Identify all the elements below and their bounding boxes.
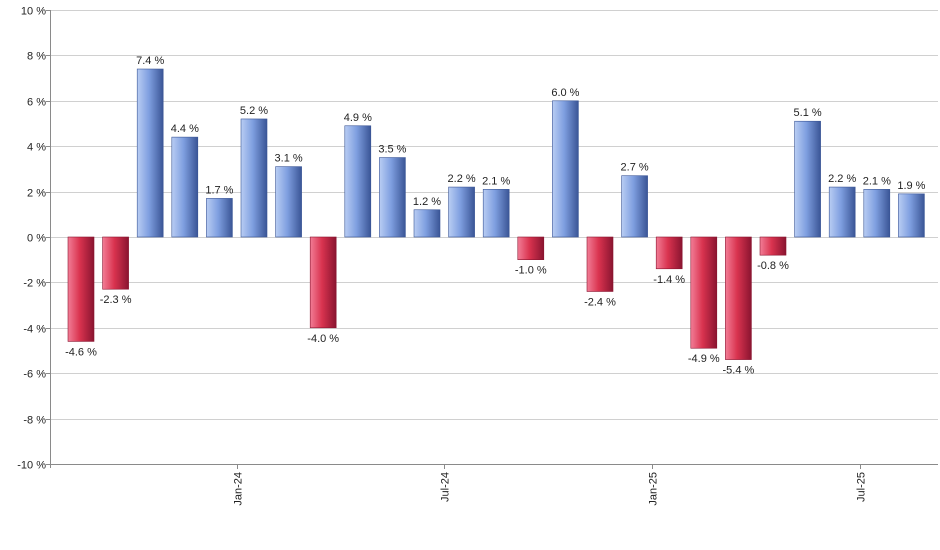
data-label: -1.0 %	[515, 265, 547, 277]
bar	[828, 186, 856, 238]
bar	[690, 236, 718, 349]
bar	[552, 100, 579, 238]
bar	[136, 68, 164, 238]
data-label: 2.1 %	[863, 175, 891, 187]
data-labels: -4.6 % -2.3 % 7.4 % 4.4 % 1.7 % 5.2 % 3.1 % -4.…	[65, 55, 926, 377]
x-tick-label: Jul-24	[440, 472, 452, 502]
bar	[655, 236, 683, 270]
data-label: 2.2 %	[828, 173, 856, 185]
x-tick-label: Jul-25	[856, 472, 868, 502]
data-label: -1.4 %	[653, 274, 685, 286]
y-axis-tick-labels: 10 % 8 % 6 % 4 % 2 % 0 % -2 % -4 % -6 % -8 % -10 %	[17, 6, 46, 472]
data-label: -2.3 %	[100, 294, 132, 306]
bar	[725, 236, 752, 360]
y-tick-label: 0 %	[27, 233, 46, 245]
bar	[171, 136, 199, 238]
y-tick-label: 2 %	[27, 188, 46, 200]
bar	[67, 236, 95, 342]
y-tick-label: 6 %	[27, 97, 46, 109]
x-tick-label: Jan-25	[648, 472, 660, 506]
x-tick-label: Jan-24	[233, 472, 245, 506]
data-label: 2.1 %	[482, 175, 510, 187]
bar	[759, 236, 787, 256]
data-label: 6.0 %	[551, 87, 579, 99]
y-tick-label: -2 %	[23, 278, 46, 290]
y-tick-label: 4 %	[27, 142, 46, 154]
y-tick-label: 8 %	[27, 51, 46, 63]
data-label: -4.9 %	[688, 353, 720, 365]
bar	[898, 193, 925, 238]
data-label: 1.7 %	[205, 184, 233, 196]
bar	[621, 175, 648, 238]
y-tick-label: -8 %	[23, 415, 46, 427]
bar	[344, 125, 372, 238]
data-label: -2.4 %	[584, 296, 616, 308]
bar	[102, 236, 129, 290]
y-tick-label: -10 %	[17, 460, 46, 472]
bar	[863, 189, 891, 238]
y-tick-label: 10 %	[21, 6, 46, 18]
data-label: -5.4 %	[723, 365, 755, 377]
data-label: -0.8 %	[757, 260, 789, 272]
data-label: 1.9 %	[897, 180, 925, 192]
bar	[413, 209, 441, 238]
data-label: 2.7 %	[621, 162, 649, 174]
data-label: 3.5 %	[378, 144, 406, 156]
data-label: 4.9 %	[344, 112, 372, 124]
data-label: 3.1 %	[275, 153, 303, 165]
bar	[309, 236, 337, 329]
y-tick-label: -6 %	[23, 369, 46, 381]
y-tick-label: -4 %	[23, 324, 46, 336]
grid-lines	[50, 10, 938, 465]
x-axis-tick-labels: Jan-24 Jul-24 Jan-25 Jul-25	[233, 472, 868, 506]
bar	[206, 198, 233, 238]
bar	[240, 118, 268, 238]
bar	[586, 236, 614, 292]
bar	[517, 236, 545, 261]
bar	[482, 189, 510, 238]
data-label: 5.1 %	[794, 107, 822, 119]
data-label: 5.2 %	[240, 105, 268, 117]
data-label: 7.4 %	[136, 55, 164, 67]
data-label: 1.2 %	[413, 196, 441, 208]
bar	[448, 186, 475, 238]
axes	[46, 10, 938, 469]
bar	[275, 166, 302, 238]
bar	[379, 157, 406, 238]
data-label: 2.2 %	[448, 173, 476, 185]
bars	[67, 68, 925, 360]
bar	[794, 120, 821, 238]
data-label: -4.6 %	[65, 346, 97, 358]
data-label: 4.4 %	[171, 123, 199, 135]
data-label: -4.0 %	[307, 333, 339, 345]
